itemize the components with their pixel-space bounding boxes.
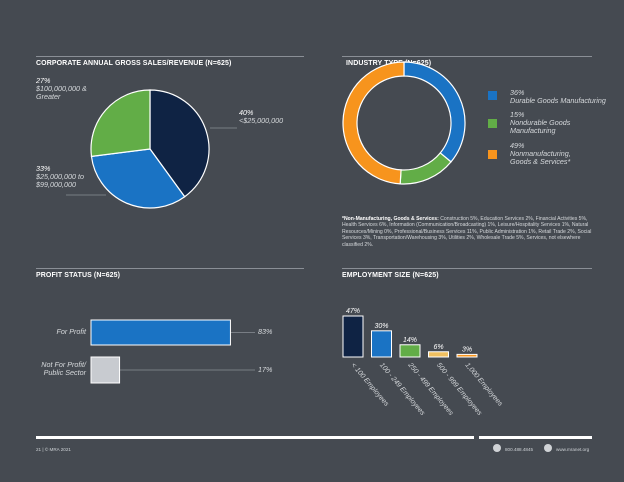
phone-icon bbox=[493, 444, 501, 452]
pie-slice bbox=[90, 148, 186, 209]
legend-label: Nonmanufacturing, Goods & Services* bbox=[510, 149, 571, 166]
employment-value-label: 14% bbox=[403, 337, 417, 344]
profit-bar bbox=[90, 356, 121, 384]
legend-swatch bbox=[488, 91, 497, 100]
section-rule bbox=[342, 268, 592, 269]
employment-chart-title: EMPLOYMENT SIZE (N=625) bbox=[342, 272, 439, 279]
pie-slice bbox=[90, 89, 151, 158]
footer-rule bbox=[479, 436, 592, 439]
employment-value-label: 30% bbox=[374, 323, 388, 330]
revenue-label-mid: 33% $25,000,000 to $99,000,000 bbox=[36, 165, 92, 189]
slice-pct: 40% bbox=[239, 108, 254, 117]
slice-label: $25,000,000 to $99,000,000 bbox=[36, 172, 84, 189]
legend-swatch bbox=[488, 119, 497, 128]
revenue-label-under: 40% <$25,000,000 bbox=[239, 109, 283, 125]
profit-category-label: Not For Profit/ Public Sector bbox=[41, 360, 86, 377]
section-rule bbox=[342, 56, 592, 57]
slice-pct: 33% bbox=[36, 164, 51, 173]
section-rule bbox=[36, 268, 304, 269]
legend-label: Nondurable Goods Manufacturing bbox=[510, 118, 571, 135]
phone-number: 800.488.4845 bbox=[505, 447, 534, 452]
globe-icon bbox=[544, 444, 552, 452]
profit-category-label: For Profit bbox=[56, 327, 86, 336]
page-info: 21 | © MRA 2021 bbox=[36, 447, 71, 452]
pie-slice bbox=[149, 89, 210, 198]
slice-pct: 27% bbox=[36, 76, 51, 85]
section-rule bbox=[36, 56, 304, 57]
employment-value-label: 3% bbox=[462, 346, 472, 353]
profit-chart-title: PROFIT STATUS (N=625) bbox=[36, 272, 121, 279]
legend-pct: 49% bbox=[510, 141, 525, 150]
profit-value-label: 83% bbox=[258, 327, 273, 336]
website-link[interactable]: www.mranet.org bbox=[556, 447, 590, 452]
legend-pct: 15% bbox=[510, 110, 525, 119]
footer-rule bbox=[36, 436, 474, 439]
footnote-heading: *Non-Manufacturing, Goods & Services: bbox=[342, 216, 439, 222]
employment-bar bbox=[456, 353, 478, 358]
slice-label: <$25,000,000 bbox=[239, 116, 284, 125]
employment-bar bbox=[342, 315, 364, 358]
employment-bar bbox=[399, 344, 421, 358]
revenue-chart-title: CORPORATE ANNUAL GROSS SALES/REVENUE (N=… bbox=[36, 60, 232, 67]
profit-bar bbox=[90, 319, 231, 346]
employment-bar bbox=[428, 351, 449, 358]
employment-value-label: 6% bbox=[433, 344, 443, 351]
employment-value-label: 47% bbox=[346, 308, 360, 315]
employment-bar bbox=[371, 330, 392, 358]
footnote-text: Construction 5%, Education Services 2%, … bbox=[342, 216, 592, 248]
legend-label: Durable Goods Manufacturing bbox=[510, 96, 606, 105]
industry-footnote: *Non-Manufacturing, Goods & Services: Co… bbox=[342, 216, 592, 248]
slice-label: $100,000,000 & Greater bbox=[36, 84, 87, 101]
profit-value-label: 17% bbox=[258, 365, 273, 374]
revenue-label-greater: 27% $100,000,000 & Greater bbox=[36, 77, 88, 101]
donut-slice bbox=[342, 61, 405, 185]
legend-pct: 36% bbox=[510, 88, 525, 97]
legend-swatch bbox=[488, 150, 497, 159]
